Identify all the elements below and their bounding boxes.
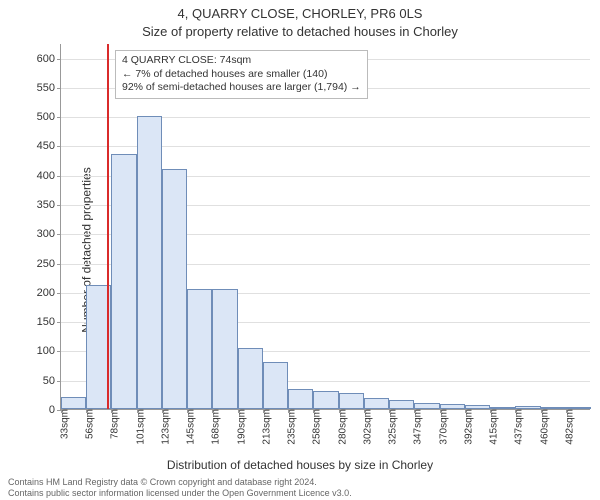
x-tick-label: 370sqm: [434, 409, 449, 445]
x-tick-label: 280sqm: [333, 409, 348, 445]
histogram-bar: [313, 391, 338, 409]
y-tick-label: 150: [21, 316, 55, 328]
footer-attribution: Contains HM Land Registry data © Crown c…: [8, 477, 592, 498]
title-subtitle: Size of property relative to detached ho…: [0, 24, 600, 39]
x-tick-label: 325sqm: [384, 409, 399, 445]
x-tick-label: 213sqm: [257, 409, 272, 445]
y-tick-label: 300: [21, 228, 55, 240]
histogram-bar: [364, 398, 389, 409]
y-tick-label: 400: [21, 170, 55, 182]
y-tick-mark: [57, 293, 61, 294]
y-tick-mark: [57, 381, 61, 382]
x-tick-label: 347sqm: [409, 409, 424, 445]
x-tick-label: 482sqm: [560, 409, 575, 445]
x-tick-label: 78sqm: [106, 409, 121, 439]
annotation-line-1: 4 QUARRY CLOSE: 74sqm: [122, 54, 361, 68]
title-address: 4, QUARRY CLOSE, CHORLEY, PR6 0LS: [0, 6, 600, 21]
histogram-bar: [61, 397, 86, 409]
x-tick-label: 258sqm: [308, 409, 323, 445]
x-tick-label: 123sqm: [156, 409, 171, 445]
x-tick-label: 392sqm: [459, 409, 474, 445]
histogram-bar: [238, 348, 263, 409]
footer-line-2: Contains public sector information licen…: [8, 488, 592, 498]
y-tick-mark: [57, 264, 61, 265]
y-tick-mark: [57, 59, 61, 60]
y-tick-mark: [57, 322, 61, 323]
x-tick-label: 168sqm: [207, 409, 222, 445]
x-tick-label: 33sqm: [56, 409, 71, 439]
y-tick-label: 250: [21, 258, 55, 270]
y-tick-label: 450: [21, 140, 55, 152]
y-tick-label: 100: [21, 345, 55, 357]
property-marker-line: [107, 44, 109, 409]
histogram-bar: [288, 389, 313, 409]
x-tick-label: 56sqm: [81, 409, 96, 439]
x-tick-label: 415sqm: [485, 409, 500, 445]
histogram-bar: [162, 169, 187, 409]
x-tick-label: 460sqm: [535, 409, 550, 445]
histogram-bar: [389, 400, 414, 409]
histogram-bar: [339, 393, 364, 409]
x-tick-label: 235sqm: [283, 409, 298, 445]
x-axis-label: Distribution of detached houses by size …: [0, 458, 600, 472]
histogram-bar: [111, 154, 136, 409]
y-tick-label: 0: [21, 404, 55, 416]
y-tick-mark: [57, 351, 61, 352]
footer-line-1: Contains HM Land Registry data © Crown c…: [8, 477, 592, 487]
histogram-bar: [137, 116, 162, 409]
y-tick-mark: [57, 146, 61, 147]
histogram-bar: [187, 289, 212, 409]
y-tick-mark: [57, 234, 61, 235]
x-tick-label: 302sqm: [358, 409, 373, 445]
y-tick-label: 350: [21, 199, 55, 211]
x-tick-label: 437sqm: [510, 409, 525, 445]
histogram-bar: [212, 289, 237, 409]
y-tick-label: 500: [21, 111, 55, 123]
y-tick-label: 550: [21, 82, 55, 94]
y-tick-label: 200: [21, 287, 55, 299]
x-tick-label: 190sqm: [232, 409, 247, 445]
histogram-bar: [263, 362, 288, 409]
y-tick-mark: [57, 205, 61, 206]
x-tick-label: 101sqm: [131, 409, 146, 445]
y-tick-mark: [57, 176, 61, 177]
x-tick-label: 145sqm: [182, 409, 197, 445]
figure: 4, QUARRY CLOSE, CHORLEY, PR6 0LS Size o…: [0, 0, 600, 500]
annotation-line-3: 92% of semi-detached houses are larger (…: [122, 81, 361, 95]
plot-area: 05010015020025030035040045050055060033sq…: [60, 44, 590, 410]
y-tick-mark: [57, 117, 61, 118]
y-tick-label: 600: [21, 53, 55, 65]
annotation-box: 4 QUARRY CLOSE: 74sqm ← 7% of detached h…: [115, 50, 368, 99]
y-tick-label: 50: [21, 375, 55, 387]
annotation-line-2: ← 7% of detached houses are smaller (140…: [122, 68, 361, 82]
y-tick-mark: [57, 88, 61, 89]
